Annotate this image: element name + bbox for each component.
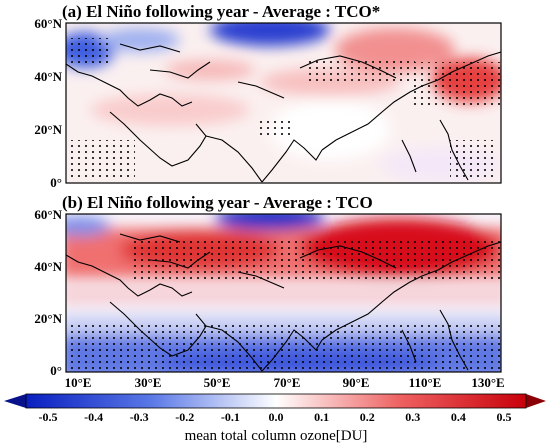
colorbar-max-arrow (526, 394, 546, 408)
colorbar-tick-label: 0.4 (451, 410, 466, 424)
y-tick: 60°N (34, 207, 62, 222)
y-tick: 60°N (34, 16, 62, 31)
y-tick: 0° (50, 363, 62, 378)
colorbar-tick-label: 0.5 (497, 410, 512, 424)
colorbar: -0.5 -0.4 -0.3 -0.2 -0.1 0.0 0.1 0.2 0.3 0.4 0.5 m… (4, 393, 546, 444)
colorbar-tick-label: 0.3 (405, 410, 420, 424)
x-tick: 130°E (471, 375, 504, 390)
panel-a-coastlines (66, 43, 501, 183)
y-tick: 20°N (34, 311, 62, 326)
y-tick: 0° (50, 175, 62, 190)
colorbar-tick-label: 0.0 (269, 410, 284, 424)
y-tick: 40°N (34, 259, 62, 274)
panel-b-map (65, 213, 502, 373)
colorbar-tick-label: 0.1 (314, 410, 329, 424)
panel-a-y-axis: 60°N 40°N 20°N 0° (34, 16, 62, 190)
x-tick: 50°E (204, 375, 231, 390)
x-tick: 90°E (343, 375, 370, 390)
y-tick: 40°N (34, 69, 62, 84)
panel-b-x-axis: 10°E 30°E 50°E 70°E 90°E 110°E 130°E (65, 375, 505, 390)
colorbar-label: mean total column ozone[DU] (185, 428, 368, 444)
x-tick: 30°E (135, 375, 162, 390)
colorbar-tick-label: 0.2 (360, 410, 375, 424)
colorbar-min-arrow (4, 394, 26, 408)
colorbar-tick-label: -0.4 (84, 410, 103, 424)
colorbar-tick-label: -0.3 (130, 410, 149, 424)
colorbar-gradient (26, 394, 526, 408)
panel-b-title: (b) El Niño following year - Average : T… (62, 193, 373, 212)
x-tick: 110°E (409, 375, 442, 390)
x-tick: 70°E (274, 375, 301, 390)
y-tick: 20°N (34, 122, 62, 137)
x-tick: 10°E (65, 375, 92, 390)
colorbar-tick-label: -0.1 (221, 410, 240, 424)
panel-a-title: (a) El Niño following year - Average : T… (62, 2, 380, 21)
colorbar-tick-label: -0.2 (175, 410, 194, 424)
panel-b-y-axis: 60°N 40°N 20°N 0° (34, 207, 62, 378)
panel-b-coastlines (66, 233, 501, 372)
panel-a-map (65, 22, 502, 184)
colorbar-tick-label: -0.5 (39, 410, 58, 424)
